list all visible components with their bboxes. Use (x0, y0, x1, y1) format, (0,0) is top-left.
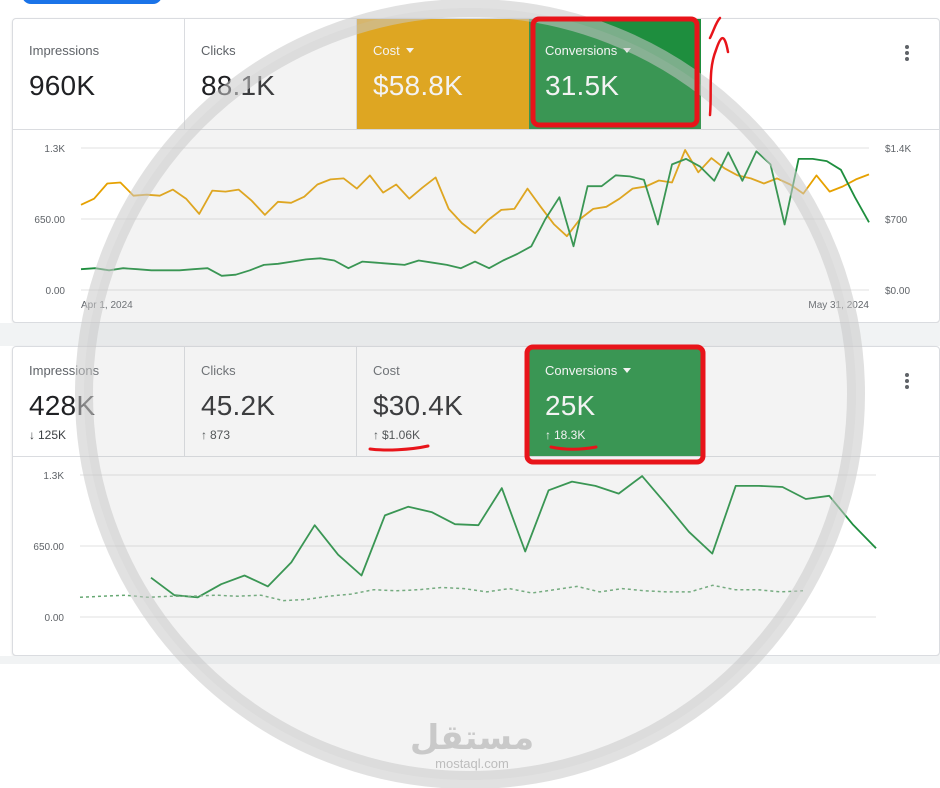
metric-tiles: Impressions 960K Clicks 88.1K Cost $58.8… (13, 19, 939, 130)
watermark-latin: mostaql.com (435, 756, 509, 771)
metric-tile-impressions[interactable]: Impressions 960K (13, 19, 185, 129)
watermark-arabic: مستقل (409, 718, 535, 758)
metric-label: Cost (373, 43, 400, 58)
metric-label-row: Conversions (545, 363, 701, 378)
metric-label-row: Cost (373, 43, 529, 58)
series-line-conversions (150, 475, 877, 599)
performance-card-full-period: Impressions 960K Clicks 88.1K Cost $58.8… (12, 18, 940, 323)
y-tick-left: 650.00 (33, 542, 64, 553)
metric-tile-conversions[interactable]: Conversions 31.5K (529, 19, 701, 129)
metric-tiles: Impressions 428K ↓ 125K Clicks 45.2K ↑ 8… (13, 347, 939, 457)
performance-card-comparison: Impressions 428K ↓ 125K Clicks 45.2K ↑ 8… (12, 346, 940, 656)
metric-label: Cost (373, 363, 400, 378)
metric-tile-clicks[interactable]: Clicks 88.1K (185, 19, 357, 129)
metric-label: Impressions (29, 43, 100, 58)
arrow-up-icon: ↑ (373, 428, 379, 442)
metric-label: Clicks (201, 43, 236, 58)
metric-label-row: Conversions (545, 43, 701, 58)
y-tick-left: 650.00 (34, 215, 65, 226)
metric-delta: ↓ 125K (29, 428, 184, 442)
dropdown-caret-icon[interactable] (623, 48, 632, 53)
y-tick-right: $700 (885, 215, 908, 226)
chart-svg: 1.3K $1.4K 650.00 $700 0.00 $0.00 Apr 1, 2024 M… (34, 144, 911, 311)
metric-tile-conversions[interactable]: Conversions 25K ↑ 18.3K (529, 347, 701, 456)
series-line-conversions-previous-period- (79, 584, 804, 602)
metric-value: $58.8K (373, 70, 463, 101)
section-divider (0, 323, 940, 346)
y-tick-left: 0.00 (46, 286, 66, 297)
metric-delta: ↑ 873 (201, 428, 356, 442)
arrow-down-icon: ↓ (29, 428, 35, 442)
y-tick-left: 1.3K (44, 144, 65, 155)
metric-delta: ↑ 18.3K (545, 428, 701, 442)
metric-tile-cost[interactable]: Cost $30.4K ↑ $1.06K (357, 347, 529, 456)
chart-svg: 1.3K 650.00 0.00 (33, 471, 877, 624)
metric-value: 428K (29, 390, 96, 421)
metric-delta: ↑ $1.06K (373, 428, 528, 442)
partial-blue-button[interactable] (22, 0, 162, 4)
metric-label: Impressions (29, 363, 100, 378)
x-tick: Apr 1, 2024 (81, 300, 133, 311)
x-tick: May 31, 2024 (808, 300, 869, 311)
metric-value: 25K (545, 390, 596, 421)
arrow-up-icon: ↑ (545, 428, 551, 442)
metric-label: Clicks (201, 363, 236, 378)
y-tick-right: $0.00 (885, 286, 910, 297)
metric-value: 31.5K (545, 70, 620, 101)
metric-tile-cost[interactable]: Cost $58.8K (357, 19, 529, 129)
delta-value: $1.06K (382, 428, 421, 442)
metric-label: Conversions (545, 363, 618, 378)
metric-value: $30.4K (373, 390, 463, 421)
delta-value: 873 (210, 428, 231, 442)
section-divider (0, 656, 940, 664)
delta-value: 18.3K (554, 428, 586, 442)
y-tick-left: 1.3K (43, 471, 64, 482)
metric-label: Conversions (545, 43, 618, 58)
line-chart-full-period: 1.3K $1.4K 650.00 $700 0.00 $0.00 Apr 1, 2024 M… (13, 130, 939, 322)
delta-value: 125K (38, 428, 67, 442)
metric-tile-impressions[interactable]: Impressions 428K ↓ 125K (13, 347, 185, 456)
y-tick-right: $1.4K (885, 144, 911, 155)
metric-tile-clicks[interactable]: Clicks 45.2K ↑ 873 (185, 347, 357, 456)
dropdown-caret-icon[interactable] (405, 48, 414, 53)
metric-value: 960K (29, 70, 96, 101)
metric-value: 45.2K (201, 390, 276, 421)
metric-value: 88.1K (201, 70, 276, 101)
more-vert-icon[interactable] (901, 373, 913, 391)
watermark-logo: مستقل mostaql.com (362, 718, 582, 771)
y-tick-left: 0.00 (45, 613, 65, 624)
dropdown-caret-icon[interactable] (623, 368, 632, 373)
arrow-up-icon: ↑ (201, 428, 207, 442)
more-vert-icon[interactable] (901, 45, 913, 63)
line-chart-comparison: 1.3K 650.00 0.00 (13, 457, 939, 655)
